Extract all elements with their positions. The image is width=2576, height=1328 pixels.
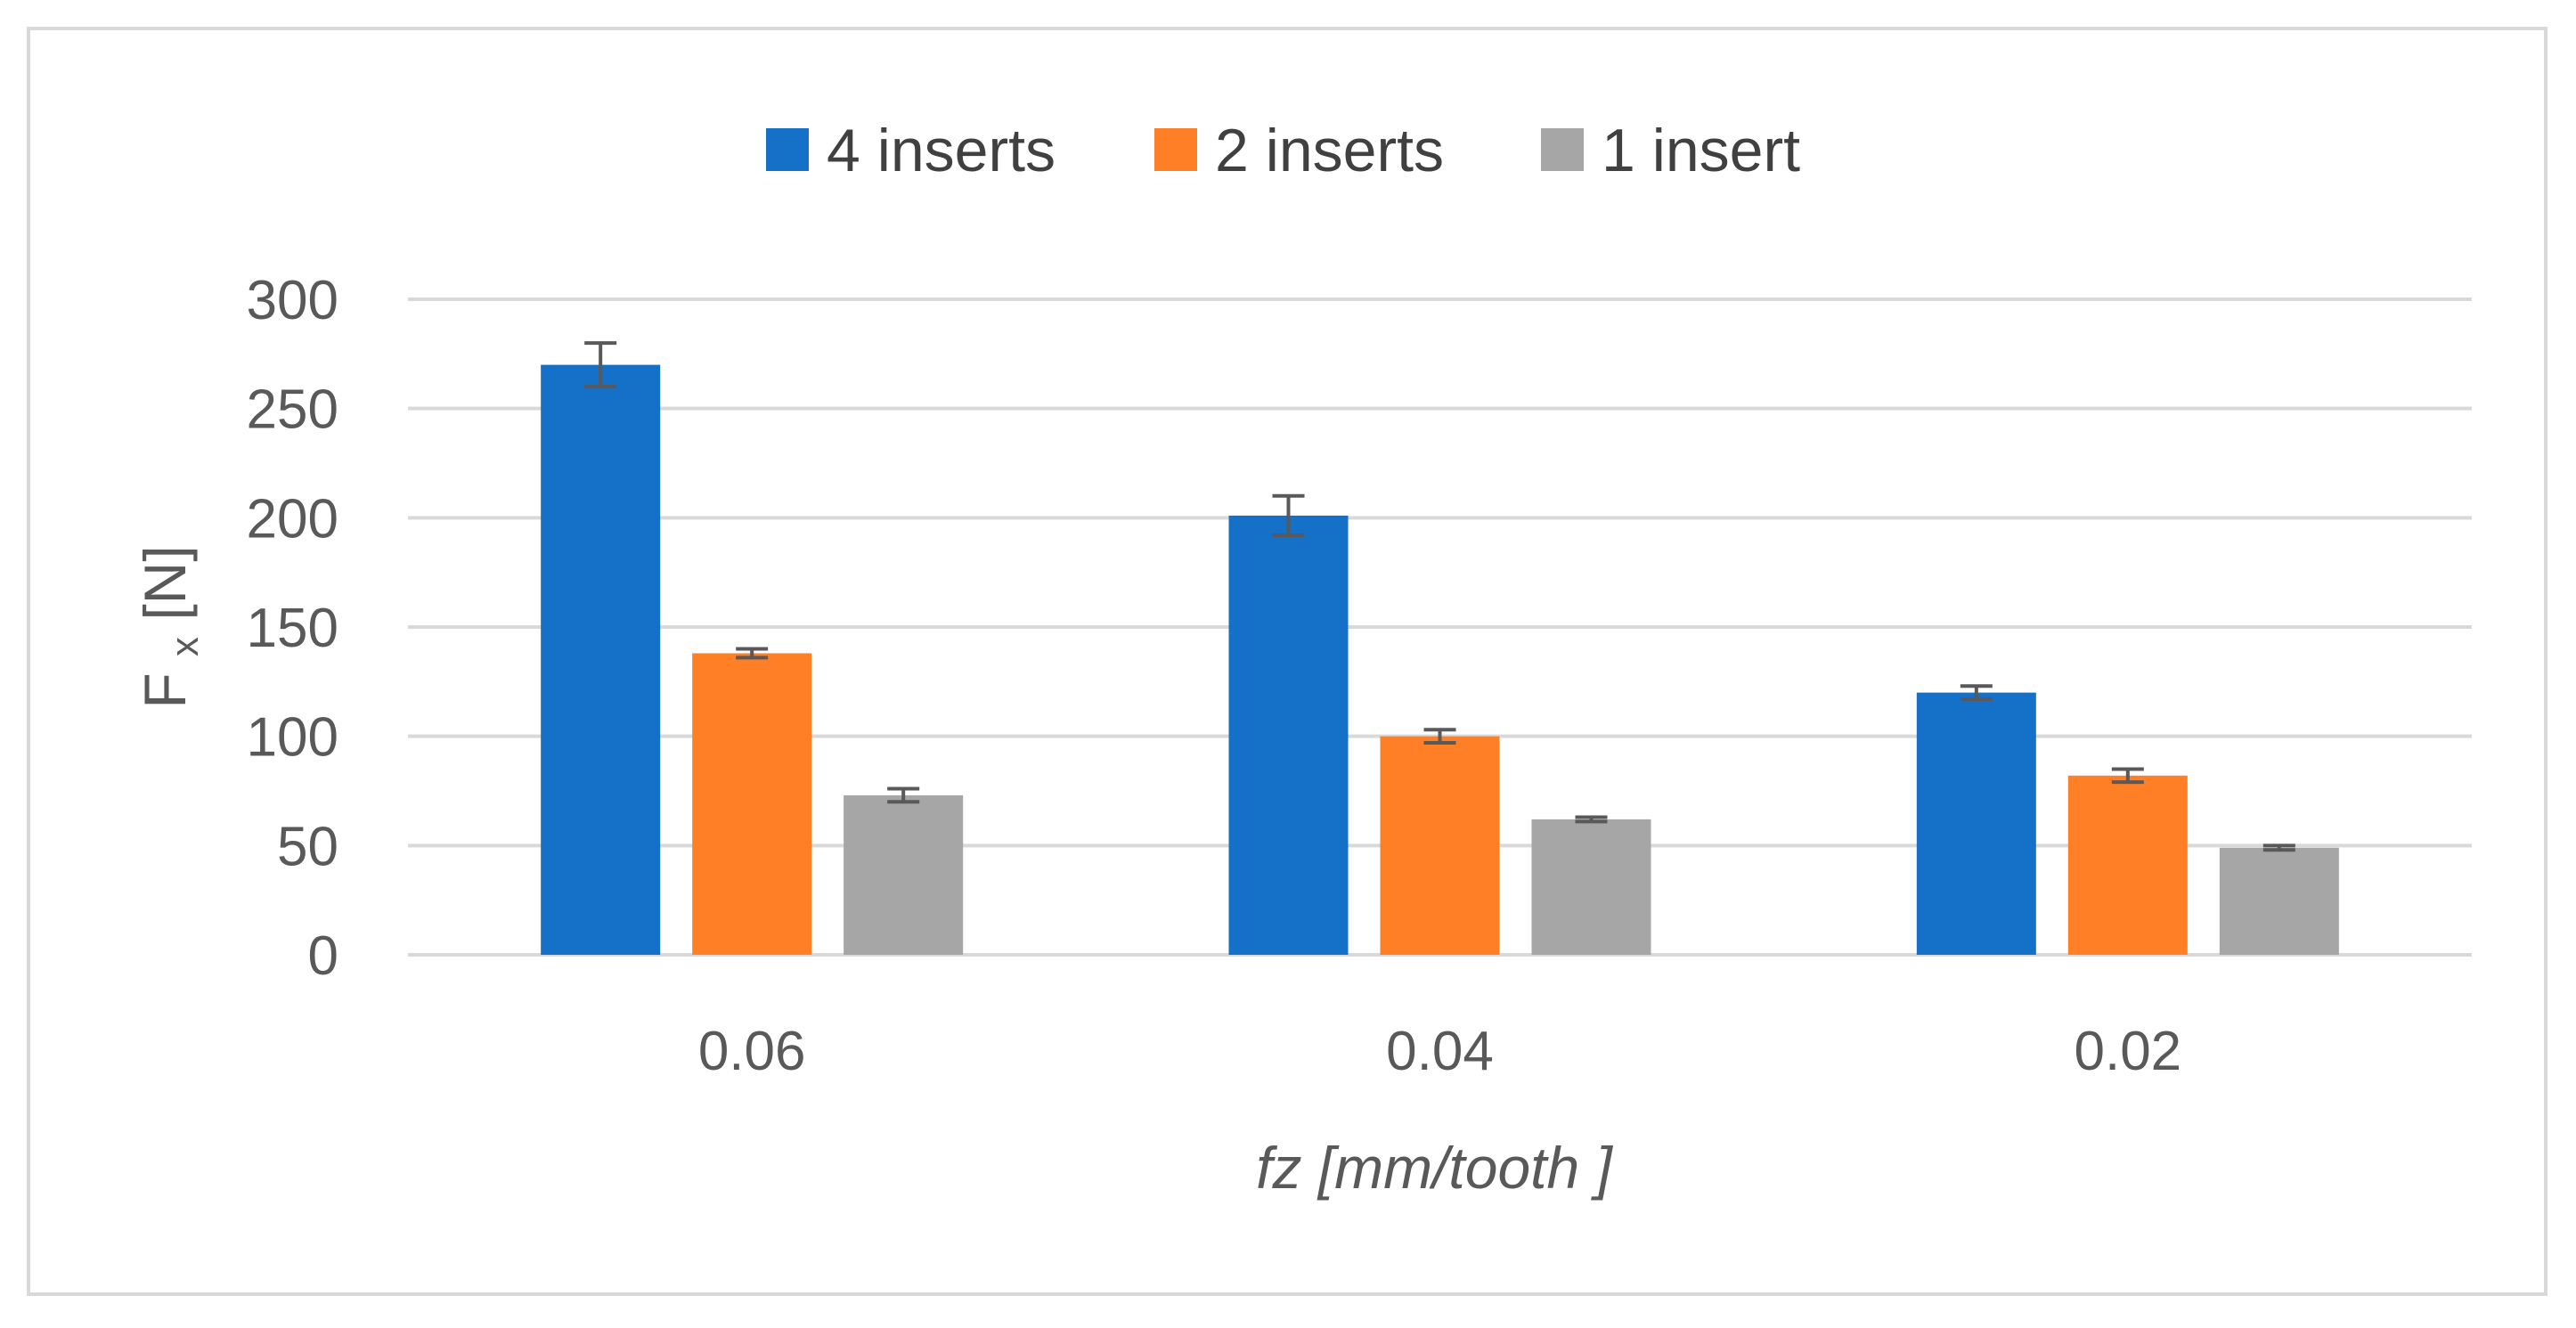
error-bar-2-inserts-0.02	[2111, 767, 2144, 785]
bar-2-inserts-0.04	[1380, 736, 1500, 955]
y-axis-title-main: F	[132, 672, 198, 708]
error-bar-2-inserts-0.04	[1423, 728, 1456, 745]
error-bar-2-inserts-0.06	[736, 647, 769, 660]
legend-swatch	[1154, 128, 1197, 171]
error-bars	[584, 341, 2295, 852]
y-axis-title-subscript: x	[163, 637, 207, 656]
legend: 4 inserts 2 inserts 1 insert	[766, 117, 1800, 184]
bar-1-insert-0.04	[1531, 819, 1651, 955]
x-axis-title: fz [mm/tooth ]	[1256, 1135, 1613, 1201]
x-axis-ticks: 0.06 0.04 0.02	[698, 1021, 2181, 1082]
y-tick-label-200: 200	[247, 488, 338, 550]
y-tick-label-100: 100	[247, 707, 338, 769]
bar-4-inserts-0.06	[541, 364, 661, 956]
error-bar-4-inserts-0.02	[1960, 684, 1993, 701]
y-axis-title-unit: [N]	[132, 545, 198, 620]
legend-item-1-insert: 1 insert	[1541, 117, 1800, 184]
y-tick-label-250: 250	[247, 379, 338, 441]
y-axis-title: F x [N]	[132, 545, 210, 708]
bar-4-inserts-0.02	[1916, 692, 2036, 955]
bar-2-inserts-0.06	[692, 653, 812, 955]
legend-label: 4 inserts	[827, 117, 1056, 184]
bar-1-insert-0.02	[2219, 847, 2339, 955]
bar-2-inserts-0.02	[2067, 775, 2188, 955]
error-bar-1-insert-0.02	[2262, 843, 2295, 852]
bar-1-insert-0.06	[844, 794, 964, 955]
x-tick-label-0.06: 0.06	[698, 1021, 806, 1082]
legend-item-4-inserts: 4 inserts	[766, 117, 1056, 184]
error-bar-1-insert-0.06	[887, 786, 920, 804]
y-tick-label-50: 50	[277, 816, 338, 877]
y-axis-ticks: 0 50 100 150 200 250 300	[247, 270, 338, 987]
x-tick-label-0.04: 0.04	[1386, 1021, 1494, 1082]
error-bar-4-inserts-0.06	[584, 341, 617, 389]
y-tick-label-0: 0	[308, 925, 338, 987]
legend-item-2-inserts: 2 inserts	[1154, 117, 1444, 184]
legend-label: 2 inserts	[1215, 117, 1444, 184]
legend-label: 1 insert	[1602, 117, 1800, 184]
legend-swatch	[766, 128, 809, 171]
y-tick-label-150: 150	[247, 598, 338, 659]
y-tick-label-300: 300	[247, 270, 338, 331]
bar-4-inserts-0.04	[1228, 515, 1349, 955]
bars	[541, 364, 2339, 956]
error-bar-4-inserts-0.04	[1272, 493, 1305, 537]
legend-swatch	[1541, 128, 1584, 171]
error-bar-1-insert-0.04	[1575, 815, 1608, 824]
x-tick-label-0.02: 0.02	[2074, 1021, 2181, 1082]
